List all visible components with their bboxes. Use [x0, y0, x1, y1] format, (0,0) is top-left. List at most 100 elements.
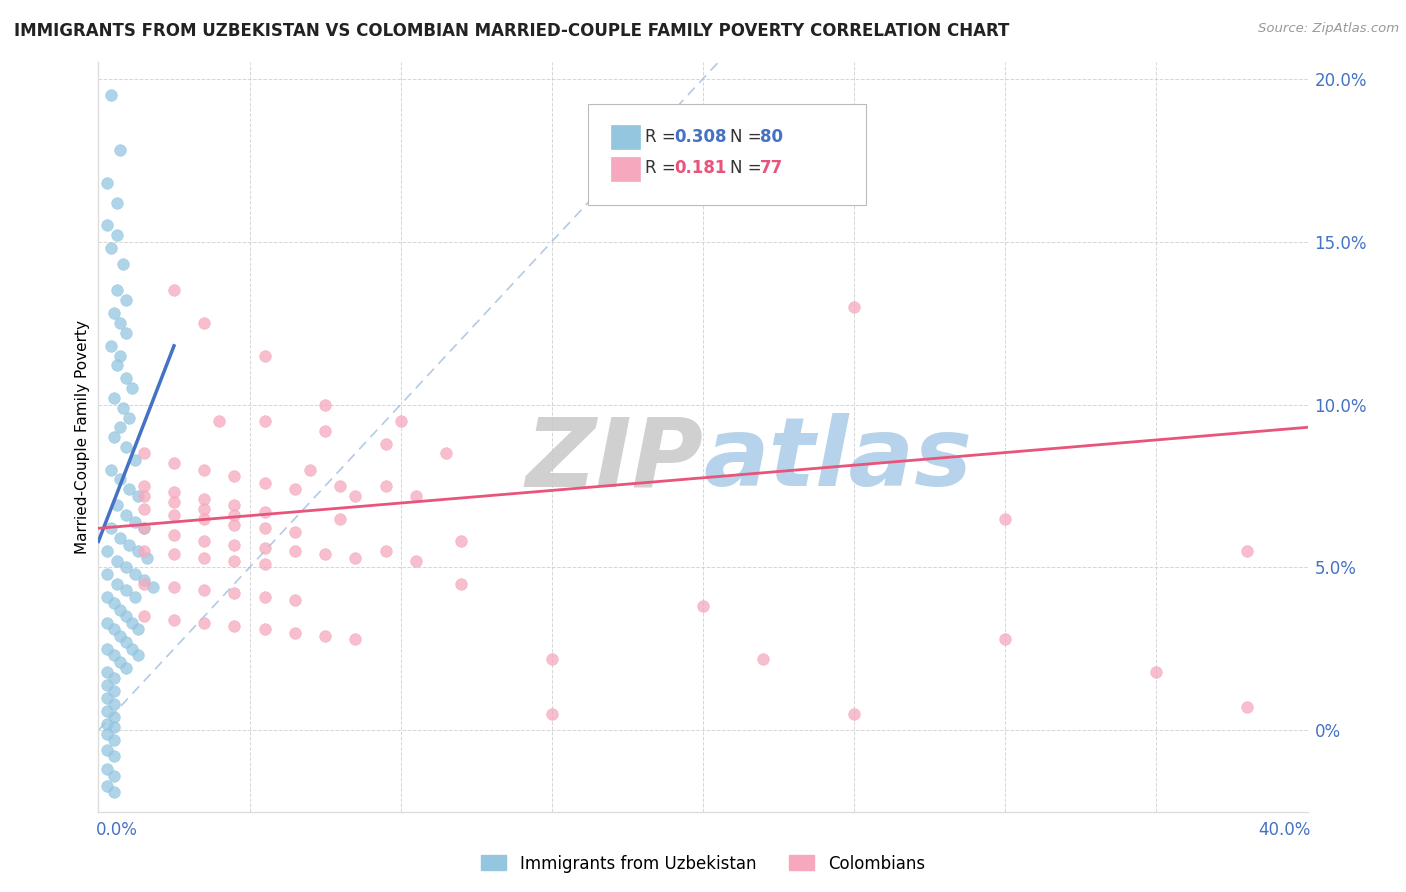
Y-axis label: Married-Couple Family Poverty: Married-Couple Family Poverty — [75, 320, 90, 554]
Point — [114, 661, 136, 675]
Point — [284, 524, 307, 539]
Point — [314, 629, 336, 643]
Legend: Immigrants from Uzbekistan, Colombians: Immigrants from Uzbekistan, Colombians — [474, 848, 932, 880]
Point — [253, 622, 276, 636]
Point — [253, 414, 276, 428]
Point — [208, 414, 231, 428]
Point — [132, 446, 155, 460]
Point — [114, 440, 136, 454]
Point — [193, 583, 215, 598]
Point — [127, 648, 149, 663]
Point — [108, 472, 131, 486]
Point — [105, 576, 128, 591]
Point — [96, 641, 118, 656]
Point — [103, 648, 125, 663]
Text: R =: R = — [645, 159, 681, 178]
Point — [314, 424, 336, 438]
Point — [121, 381, 143, 395]
Point — [103, 769, 125, 783]
Point — [135, 550, 157, 565]
Point — [111, 401, 134, 415]
Point — [105, 554, 128, 568]
Point — [132, 576, 155, 591]
Point — [114, 326, 136, 340]
Point — [163, 580, 186, 594]
Point — [132, 501, 155, 516]
Point — [540, 651, 562, 665]
Text: 0.308: 0.308 — [673, 128, 727, 145]
Point — [114, 293, 136, 308]
Point — [193, 316, 215, 330]
Point — [100, 241, 122, 255]
Point — [100, 521, 122, 535]
Point — [329, 479, 352, 493]
Point — [253, 475, 276, 490]
Point — [389, 414, 412, 428]
Point — [114, 609, 136, 624]
Point — [96, 726, 118, 740]
Point — [299, 463, 322, 477]
Point — [96, 590, 118, 604]
Point — [96, 176, 118, 190]
FancyBboxPatch shape — [612, 157, 640, 181]
Point — [253, 557, 276, 571]
Point — [284, 625, 307, 640]
Point — [96, 544, 118, 558]
Point — [100, 88, 122, 103]
Point — [344, 632, 367, 646]
Point — [405, 554, 427, 568]
Point — [994, 632, 1017, 646]
Point — [103, 671, 125, 685]
Point — [103, 391, 125, 405]
Point — [163, 528, 186, 542]
Point — [124, 566, 146, 581]
Point — [114, 508, 136, 523]
Point — [1144, 665, 1167, 679]
Point — [344, 550, 367, 565]
Point — [752, 651, 775, 665]
Point — [224, 538, 246, 552]
Point — [114, 635, 136, 649]
Point — [103, 733, 125, 747]
Point — [142, 580, 165, 594]
Text: IMMIGRANTS FROM UZBEKISTAN VS COLOMBIAN MARRIED-COUPLE FAMILY POVERTY CORRELATIO: IMMIGRANTS FROM UZBEKISTAN VS COLOMBIAN … — [14, 22, 1010, 40]
Point — [450, 576, 472, 591]
Point — [96, 690, 118, 705]
Point — [111, 257, 134, 271]
Point — [374, 544, 396, 558]
Point — [103, 306, 125, 320]
Point — [108, 420, 131, 434]
Point — [103, 697, 125, 711]
Point — [224, 469, 246, 483]
Point — [224, 586, 246, 600]
Point — [253, 349, 276, 363]
Point — [193, 534, 215, 549]
Point — [132, 489, 155, 503]
Point — [329, 511, 352, 525]
Point — [193, 511, 215, 525]
Text: N =: N = — [730, 159, 766, 178]
Point — [1236, 544, 1258, 558]
Point — [114, 583, 136, 598]
Point — [193, 550, 215, 565]
Point — [96, 704, 118, 718]
Point — [224, 518, 246, 533]
Point — [434, 446, 457, 460]
Point — [405, 489, 427, 503]
Point — [374, 436, 396, 450]
Point — [96, 779, 118, 793]
Text: 0.181: 0.181 — [673, 159, 727, 178]
Text: 77: 77 — [759, 159, 783, 178]
Point — [108, 144, 131, 158]
Point — [96, 219, 118, 233]
Point — [105, 499, 128, 513]
Point — [118, 538, 141, 552]
Point — [96, 665, 118, 679]
Point — [103, 430, 125, 444]
FancyBboxPatch shape — [588, 103, 866, 205]
Point — [105, 195, 128, 210]
Point — [127, 622, 149, 636]
Point — [193, 463, 215, 477]
Point — [132, 521, 155, 535]
Point — [540, 706, 562, 721]
